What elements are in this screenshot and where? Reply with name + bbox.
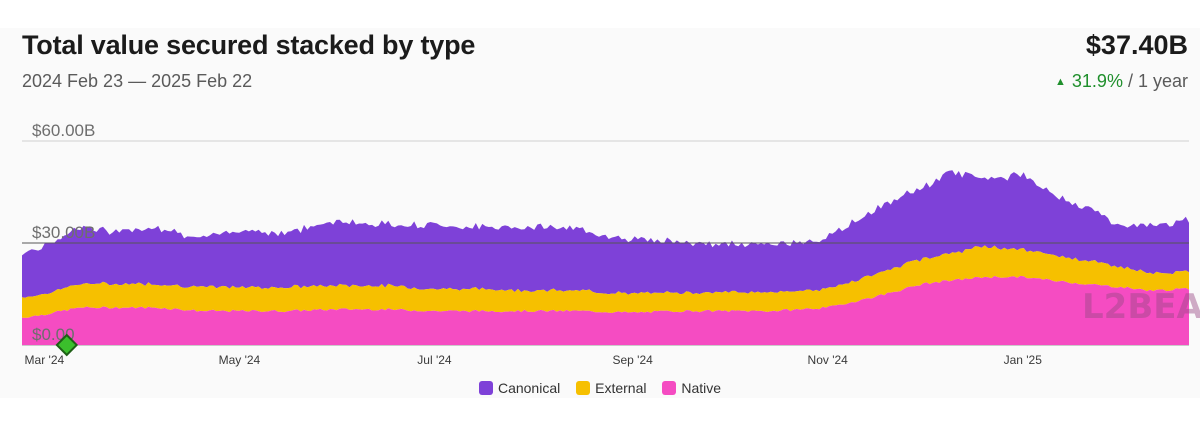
- legend-item-external[interactable]: External: [576, 380, 646, 396]
- event-markers[interactable]: [55, 333, 79, 357]
- legend-label: Canonical: [497, 380, 561, 396]
- legend-item-native[interactable]: Native: [662, 380, 721, 396]
- svg-text:L2BEAT: L2BEAT: [1082, 287, 1200, 327]
- x-tick-label: Jul '24: [417, 353, 452, 367]
- change-summary: ▲ 31.9% / 1 year: [1055, 71, 1188, 92]
- x-tick-label: May '24: [219, 353, 261, 367]
- l2beat-watermark: L2BEAT: [1082, 287, 1200, 327]
- legend-swatch: [478, 381, 493, 395]
- date-range: 2024 Feb 23 — 2025 Feb 22: [22, 71, 253, 91]
- chart-title: Total value secured stacked by type: [22, 30, 476, 60]
- x-tick-label: Mar '24: [25, 353, 65, 367]
- x-tick-label: Jan '25: [1004, 353, 1043, 367]
- legend-label: External: [595, 380, 647, 396]
- series-area-external: [22, 245, 1189, 318]
- legend-swatch: [662, 381, 677, 395]
- x-tick-label: Sep '24: [613, 353, 654, 367]
- chart-legend: Canonical External Native: [0, 380, 1200, 398]
- series-area-canonical: [22, 170, 1189, 298]
- legend-swatch: [576, 381, 591, 395]
- x-axis-labels: Mar '24 May '24 Jul '24 Sep '24 Nov '24 Jan '…: [25, 353, 1043, 367]
- change-percent: 31.9%: [1071, 71, 1123, 91]
- total-value: $37.40B: [1085, 30, 1188, 60]
- x-tick-label: Nov '24: [808, 353, 849, 367]
- series-area-native: [22, 275, 1189, 345]
- event-marker: [55, 333, 79, 357]
- change-period: / 1 year: [1127, 71, 1188, 91]
- legend-item-canonical[interactable]: Canonical: [478, 380, 561, 396]
- y-tick-label: $60.00B: [32, 121, 95, 140]
- y-tick-label: $30.00B: [32, 223, 95, 242]
- legend-label: Native: [681, 380, 722, 396]
- triangle-up-icon: ▲: [1055, 76, 1066, 88]
- series-areas: [22, 170, 1189, 345]
